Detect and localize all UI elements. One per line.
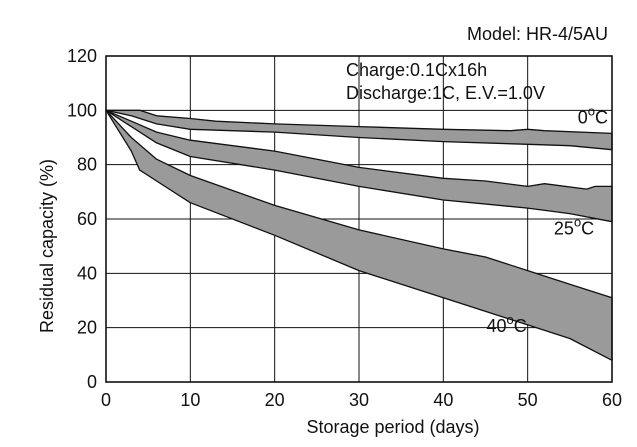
y-tick-label: 0	[87, 372, 97, 392]
axis-ticks: 0 10 20 30 40 50 60 0 20 40 60 80 100 120	[67, 46, 622, 410]
y-tick-label: 40	[77, 263, 97, 283]
x-tick-label: 20	[265, 390, 285, 410]
x-tick-label: 50	[518, 390, 538, 410]
band-0c	[105, 109, 613, 151]
x-tick-label: 40	[433, 390, 453, 410]
x-tick-label: 60	[602, 390, 622, 410]
temp-label-0c: 0oC	[578, 103, 608, 127]
x-tick-label: 30	[349, 390, 369, 410]
temp-label-25c: 25oC	[554, 215, 594, 239]
y-tick-label: 100	[67, 100, 97, 120]
y-axis-title: Residual capacity (%)	[37, 159, 57, 333]
temperature-labels: 0oC 25oC 40oC	[486, 103, 608, 336]
grid-lines	[106, 56, 612, 382]
x-tick-label: 10	[180, 390, 200, 410]
band-25c	[105, 109, 613, 223]
model-label: Model: HR-4/5AU	[467, 24, 608, 44]
y-tick-label: 80	[77, 155, 97, 175]
y-tick-label: 20	[77, 318, 97, 338]
y-tick-label: 60	[77, 209, 97, 229]
capacity-bands	[105, 109, 613, 361]
temp-label-40c: 40oC	[486, 312, 526, 336]
charge-condition: Charge:0.1Cx16h	[346, 60, 487, 80]
plot-frame	[105, 55, 613, 383]
y-tick-label: 120	[67, 46, 97, 66]
x-tick-label: 0	[101, 390, 111, 410]
x-axis-title: Storage period (days)	[306, 417, 479, 437]
discharge-condition: Discharge:1C, E.V.=1.0V	[346, 83, 545, 103]
